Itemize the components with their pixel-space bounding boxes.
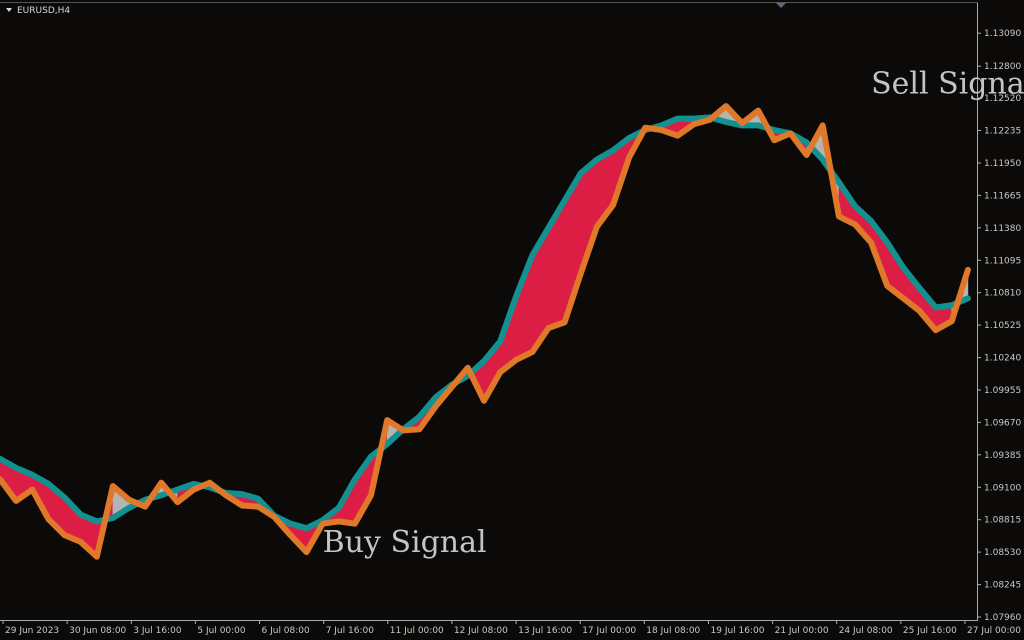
symbol-label: EURUSD,H4 bbox=[17, 6, 70, 16]
price-tick-label: 1.09385 bbox=[984, 451, 1021, 461]
symbol-header[interactable]: EURUSD,H4 bbox=[6, 6, 70, 16]
symbol-dropdown-triangle-icon[interactable] bbox=[6, 8, 12, 12]
time-tick-label: 27 Jul 00:00 bbox=[967, 626, 1021, 636]
price-tick-label: 1.09955 bbox=[984, 386, 1021, 396]
time-tick-label: 29 Jun 2023 bbox=[5, 626, 59, 636]
signal-annotations: Sell Signal Buy Signal bbox=[323, 67, 1024, 560]
time-tick-label: 19 Jul 16:00 bbox=[711, 626, 765, 636]
time-tick-label: 12 Jul 08:00 bbox=[454, 626, 508, 636]
price-tick-label: 1.07960 bbox=[984, 613, 1021, 623]
price-axis-ticks: 1.13090 1.12800 1.12520 1.12235 1.11950 1.116… bbox=[977, 29, 1021, 623]
shift-marker-icon[interactable] bbox=[776, 3, 786, 8]
price-tick-label: 1.11095 bbox=[984, 256, 1021, 266]
price-tick-label: 1.10810 bbox=[984, 289, 1021, 299]
time-tick-label: 24 Jul 08:00 bbox=[839, 626, 893, 636]
time-tick-label: 30 Jun 08:00 bbox=[69, 626, 126, 636]
price-tick-label: 1.11665 bbox=[984, 191, 1021, 201]
slow-line-series bbox=[0, 114, 971, 532]
sell-signal-label: Sell Signal bbox=[871, 67, 1024, 102]
indicator-lines-group bbox=[0, 103, 971, 560]
time-tick-label: 13 Jul 16:00 bbox=[518, 626, 572, 636]
price-tick-label: 1.11950 bbox=[984, 159, 1021, 169]
buy-signal-label: Buy Signal bbox=[323, 525, 487, 560]
time-tick-label: 3 Jul 16:00 bbox=[133, 626, 182, 636]
fast-line-series bbox=[0, 103, 971, 560]
price-tick-label: 1.09670 bbox=[984, 418, 1021, 428]
time-tick-label: 5 Jul 00:00 bbox=[197, 626, 246, 636]
price-tick-label: 1.10240 bbox=[984, 354, 1021, 364]
price-tick-label: 1.12800 bbox=[984, 62, 1021, 72]
time-tick-label: 25 Jul 16:00 bbox=[903, 626, 957, 636]
price-tick-label: 1.13090 bbox=[984, 29, 1021, 39]
time-tick-label: 17 Jul 00:00 bbox=[582, 626, 636, 636]
time-tick-label: 6 Jul 08:00 bbox=[262, 626, 311, 636]
price-tick-label: 1.08815 bbox=[984, 516, 1021, 526]
time-tick-label: 21 Jul 00:00 bbox=[775, 626, 829, 636]
price-tick-label: 1.09100 bbox=[984, 483, 1021, 493]
price-tick-label: 1.12235 bbox=[984, 127, 1021, 137]
time-tick-label: 18 Jul 08:00 bbox=[646, 626, 700, 636]
time-tick-label: 7 Jul 16:00 bbox=[326, 626, 375, 636]
price-tick-label: 1.12520 bbox=[984, 94, 1021, 104]
price-tick-label: 1.08530 bbox=[984, 548, 1021, 558]
price-tick-label: 1.11380 bbox=[984, 224, 1021, 234]
axis-group bbox=[0, 2, 978, 621]
time-tick-label: 11 Jul 00:00 bbox=[390, 626, 444, 636]
price-tick-label: 1.08245 bbox=[984, 581, 1021, 591]
time-axis-ticks: 29 Jun 2023 30 Jun 08:00 3 Jul 16:00 5 Jul … bbox=[2, 620, 1021, 636]
price-tick-label: 1.10525 bbox=[984, 321, 1021, 331]
